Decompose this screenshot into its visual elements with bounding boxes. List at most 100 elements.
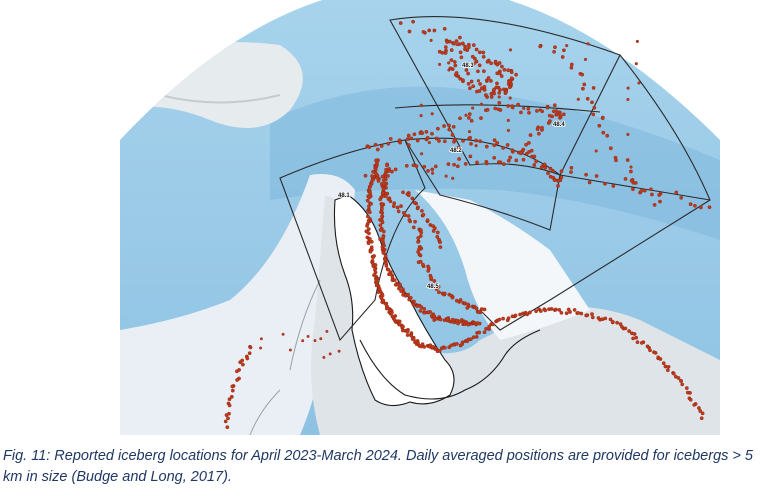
iceberg-dot bbox=[507, 85, 512, 90]
iceberg-dot bbox=[367, 195, 372, 200]
iceberg-dot bbox=[230, 384, 235, 389]
iceberg-dot bbox=[510, 104, 515, 108]
iceberg-dot bbox=[405, 137, 410, 141]
iceberg-dot bbox=[484, 144, 489, 149]
iceberg-dot bbox=[568, 310, 572, 314]
iceberg-dot bbox=[528, 310, 532, 315]
iceberg-dot bbox=[463, 162, 468, 166]
iceberg-dot bbox=[391, 204, 396, 209]
iceberg-dot bbox=[472, 61, 476, 66]
iceberg-dot bbox=[380, 211, 385, 215]
ccamlr-boundaries bbox=[279, 16, 711, 342]
iceberg-dot bbox=[547, 113, 552, 118]
iceberg-dot bbox=[632, 332, 637, 336]
iceberg-dot bbox=[506, 104, 510, 108]
iceberg-dot bbox=[375, 147, 380, 152]
iceberg-dot bbox=[626, 97, 630, 102]
iceberg-dot bbox=[456, 321, 460, 326]
iceberg-dot bbox=[489, 95, 494, 99]
iceberg-dot bbox=[431, 171, 435, 175]
iceberg-dot bbox=[426, 269, 431, 273]
iceberg-dot bbox=[528, 133, 533, 137]
iceberg-dot bbox=[451, 176, 455, 180]
iceberg-dot bbox=[431, 229, 436, 233]
iceberg-dot bbox=[433, 164, 438, 169]
iceberg-dot bbox=[474, 138, 478, 143]
iceberg-dot bbox=[497, 100, 502, 105]
iceberg-dot bbox=[449, 58, 454, 62]
iceberg-dot bbox=[447, 68, 451, 72]
iceberg-dot bbox=[384, 167, 388, 172]
iceberg-dot bbox=[514, 72, 518, 77]
iceberg-dot bbox=[611, 320, 615, 324]
iceberg-dot bbox=[639, 189, 644, 193]
iceberg-dot bbox=[508, 48, 513, 52]
iceberg-dot bbox=[465, 306, 470, 310]
iceberg-dot bbox=[223, 419, 228, 424]
iceberg-dot bbox=[422, 307, 427, 311]
iceberg-dot bbox=[658, 191, 663, 196]
iceberg-dot bbox=[474, 47, 479, 52]
iceberg-dot bbox=[427, 28, 432, 33]
iceberg-dot bbox=[415, 206, 420, 211]
iceberg-dot bbox=[707, 205, 712, 210]
iceberg-dot bbox=[497, 91, 502, 95]
iceberg-dot bbox=[364, 229, 369, 234]
iceberg-dot bbox=[376, 179, 381, 183]
iceberg-dot bbox=[442, 26, 447, 31]
iceberg-dot bbox=[365, 214, 370, 219]
iceberg-dot bbox=[540, 125, 544, 130]
iceberg-dot bbox=[469, 79, 474, 84]
iceberg-dot bbox=[411, 19, 415, 24]
iceberg-dot bbox=[281, 332, 285, 336]
iceberg-dot bbox=[380, 214, 384, 219]
iceberg-dot bbox=[538, 108, 542, 112]
iceberg-dot bbox=[288, 348, 292, 352]
iceberg-dot bbox=[414, 164, 419, 168]
iceberg-dot bbox=[692, 403, 697, 407]
iceberg-dot bbox=[519, 110, 523, 115]
iceberg-dot bbox=[537, 131, 541, 136]
iceberg-dot bbox=[384, 306, 389, 311]
iceberg-dot bbox=[388, 199, 393, 204]
iceberg-dot bbox=[452, 139, 456, 144]
iceberg-dot bbox=[600, 115, 605, 120]
iceberg-dot bbox=[699, 205, 703, 210]
iceberg-dot bbox=[410, 196, 415, 201]
iceberg-dot bbox=[369, 239, 374, 244]
iceberg-dot bbox=[648, 348, 652, 353]
iceberg-dot bbox=[412, 200, 417, 205]
iceberg-dot bbox=[524, 151, 529, 156]
iceberg-dot bbox=[485, 78, 489, 82]
iceberg-dot bbox=[451, 124, 456, 129]
iceberg-dot bbox=[649, 187, 653, 192]
iceberg-dot bbox=[551, 169, 555, 173]
iceberg-dot bbox=[489, 79, 493, 83]
iceberg-dot bbox=[580, 72, 585, 77]
iceberg-dot bbox=[476, 79, 480, 83]
iceberg-dot bbox=[425, 135, 430, 140]
iceberg-dot bbox=[227, 397, 232, 402]
area-label-48-5: 48.5 bbox=[427, 284, 439, 290]
iceberg-dot bbox=[474, 59, 479, 64]
iceberg-dot bbox=[663, 364, 668, 369]
iceberg-dot bbox=[688, 391, 692, 395]
iceberg-dot bbox=[380, 174, 385, 179]
iceberg-dot bbox=[564, 311, 569, 316]
iceberg-dot bbox=[313, 339, 317, 343]
iceberg-dot bbox=[642, 188, 647, 193]
iceberg-dot bbox=[487, 324, 492, 329]
iceberg-dot bbox=[506, 118, 510, 122]
iceberg-dot bbox=[459, 55, 464, 60]
iceberg-dot bbox=[490, 322, 495, 327]
iceberg-dot bbox=[684, 386, 689, 390]
iceberg-dot bbox=[516, 102, 520, 107]
iceberg-dot bbox=[591, 112, 596, 117]
iceberg-dot bbox=[368, 237, 372, 241]
iceberg-dot bbox=[378, 223, 383, 228]
iceberg-positions bbox=[223, 19, 712, 430]
iceberg-dot bbox=[650, 192, 654, 197]
iceberg-dot bbox=[230, 388, 235, 393]
iceberg-dot bbox=[430, 131, 434, 136]
iceberg-dot bbox=[468, 154, 473, 159]
